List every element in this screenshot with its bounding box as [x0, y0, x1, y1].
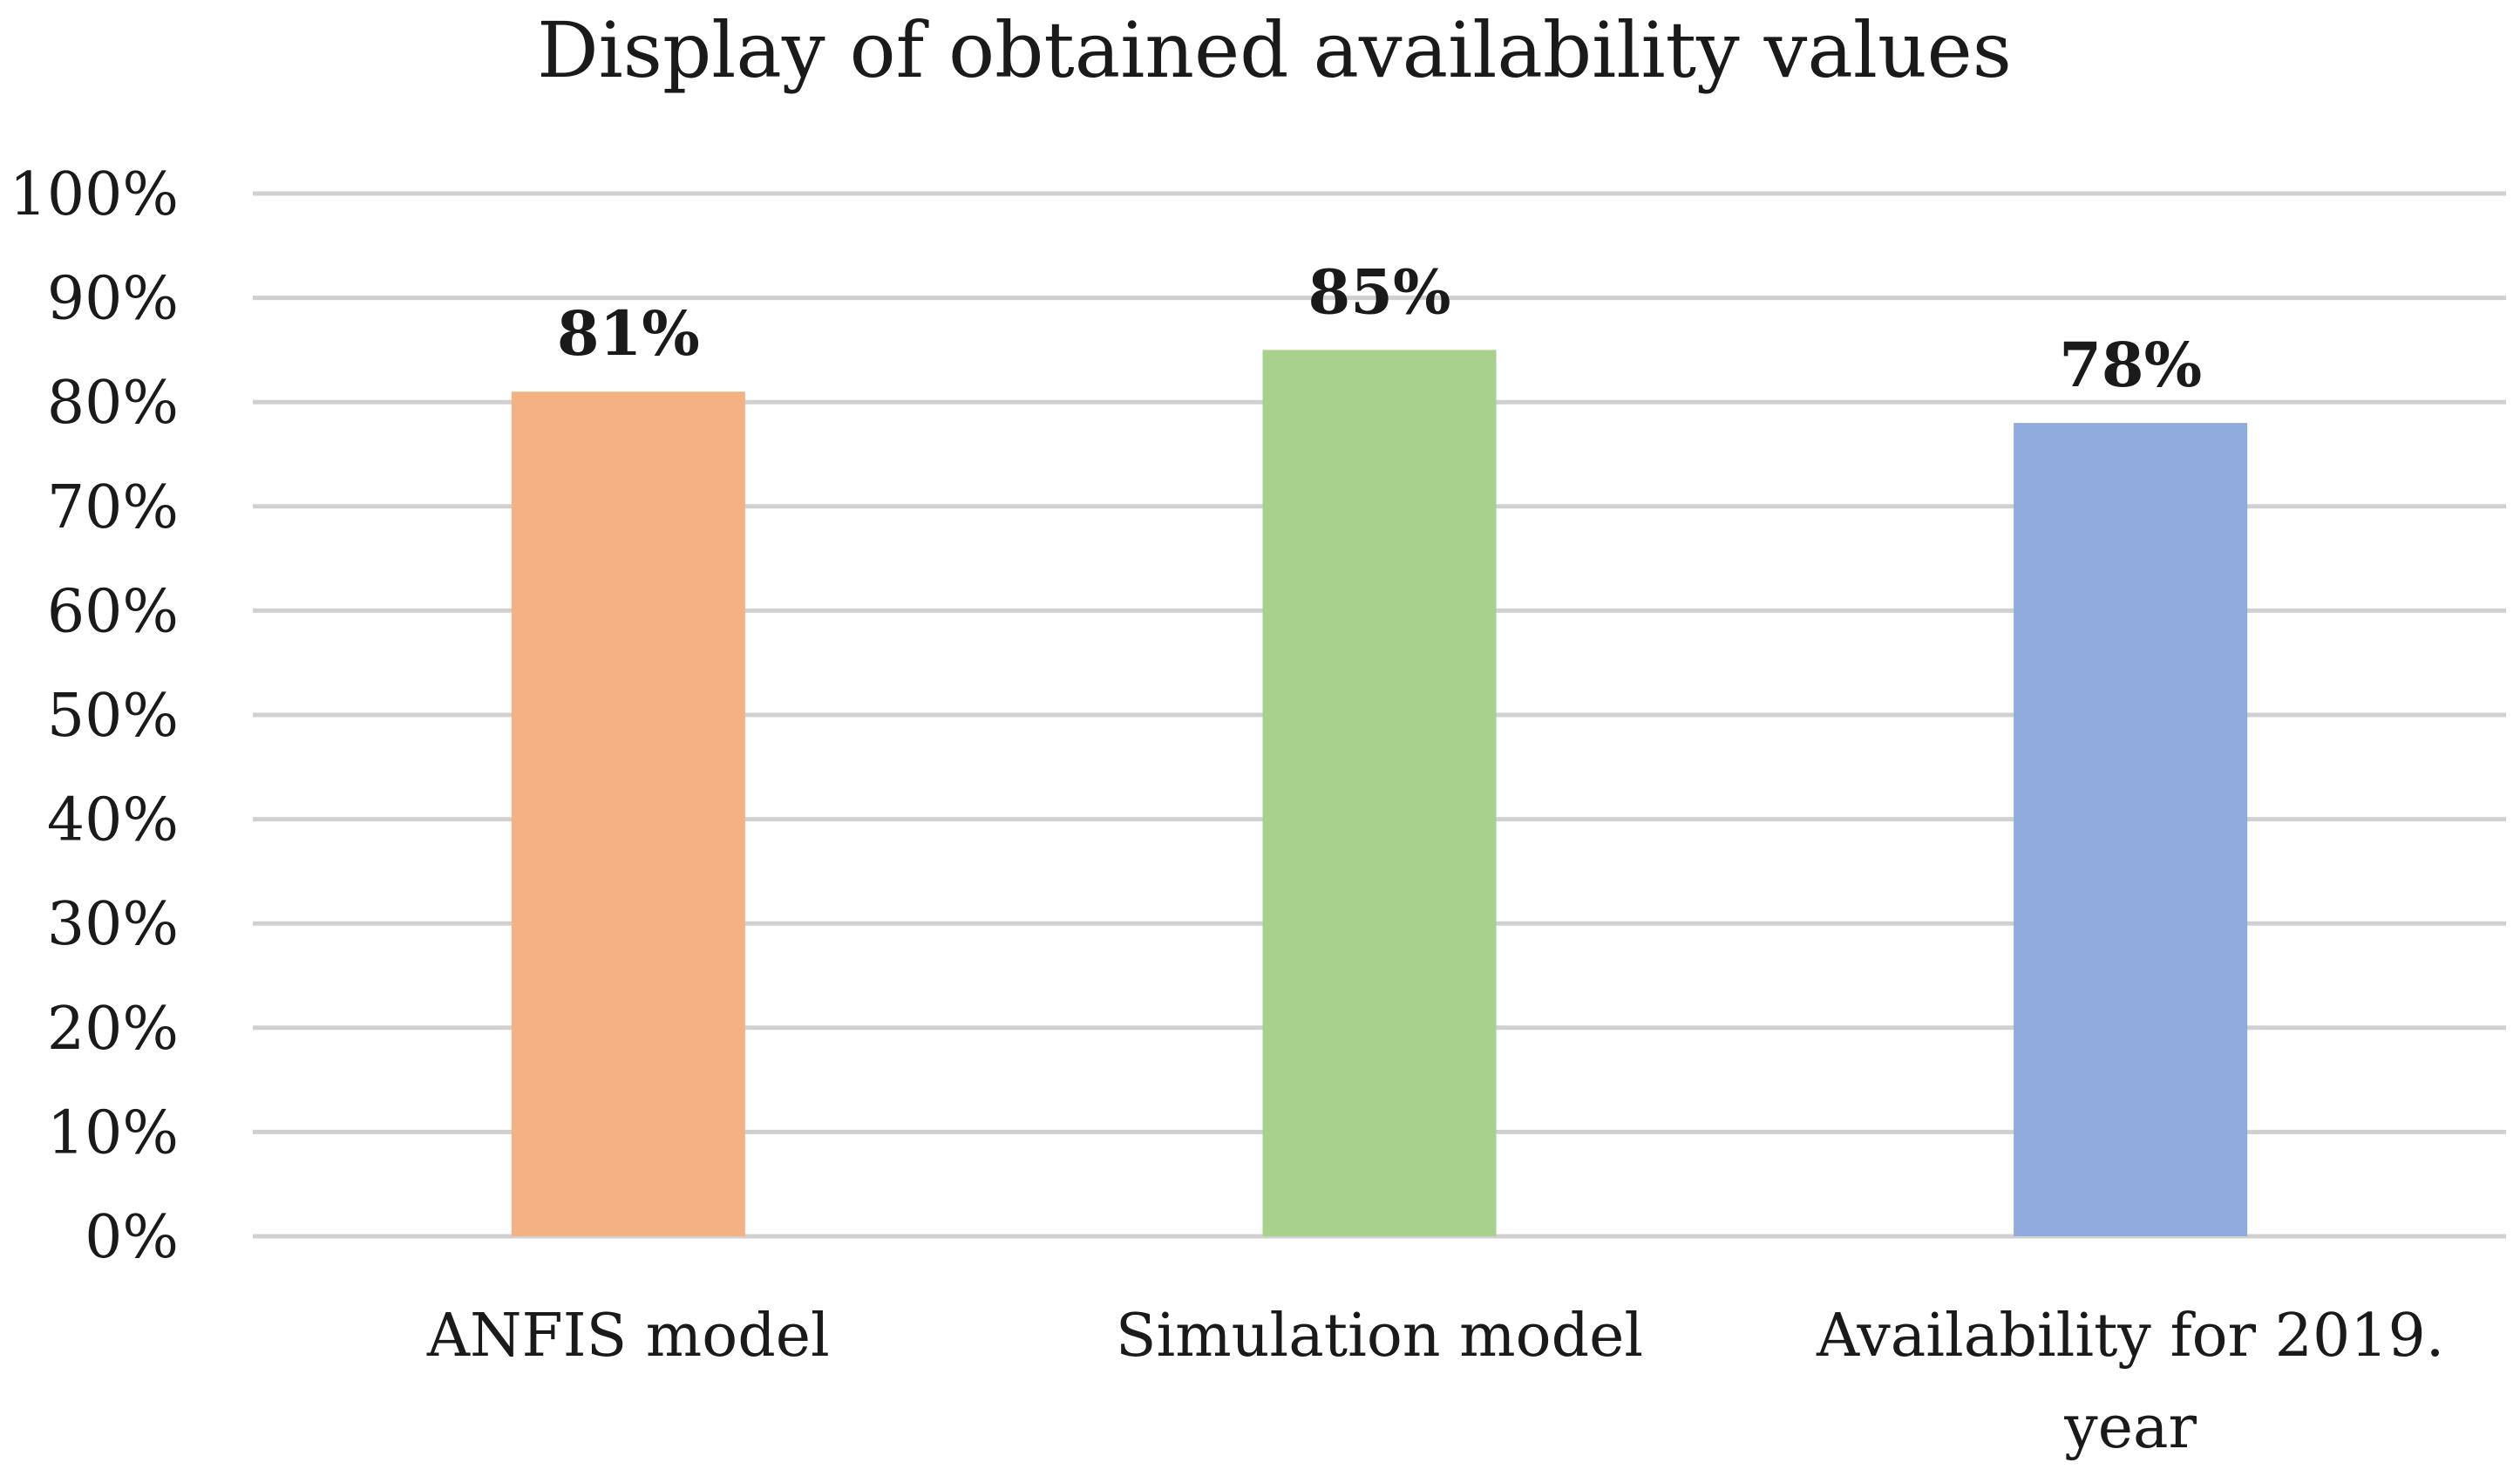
x-axis-category-labels: ANFIS model Simulation model Availability … — [426, 1302, 2444, 1462]
bar-2 — [1262, 350, 1497, 1236]
bars — [511, 350, 2248, 1236]
category-label-3-line-1: Availability for 2019. — [1816, 1302, 2444, 1371]
category-label-2: Simulation model — [1116, 1302, 1643, 1371]
bar-1 — [511, 391, 745, 1236]
chart-title: Display of obtained availability values — [537, 5, 2012, 95]
data-labels: 81% 85% 78% — [557, 255, 2202, 401]
bar-3 — [2014, 423, 2248, 1236]
y-tick-label-90: 90% — [47, 265, 179, 334]
data-label-1: 81% — [557, 297, 700, 370]
y-tick-label-70: 70% — [47, 473, 179, 542]
y-tick-label-50: 50% — [47, 682, 179, 751]
y-tick-label-0: 0% — [85, 1203, 179, 1272]
category-label-3-line-2: year — [2063, 1393, 2197, 1462]
category-label-1: ANFIS model — [426, 1302, 830, 1371]
y-tick-label-20: 20% — [47, 995, 179, 1064]
data-label-3: 78% — [2059, 329, 2202, 401]
y-tick-label-60: 60% — [47, 577, 179, 646]
data-label-2: 85% — [1308, 255, 1451, 328]
y-tick-label-30: 30% — [47, 890, 179, 959]
y-axis-tick-labels: 0% 10% 20% 30% 40% 50% 60% 70% 80% 90% 100% — [10, 160, 179, 1272]
y-tick-label-80: 80% — [47, 369, 179, 438]
y-tick-label-100: 100% — [10, 160, 179, 229]
y-tick-label-40: 40% — [47, 786, 179, 855]
y-tick-label-10: 10% — [47, 1099, 179, 1167]
